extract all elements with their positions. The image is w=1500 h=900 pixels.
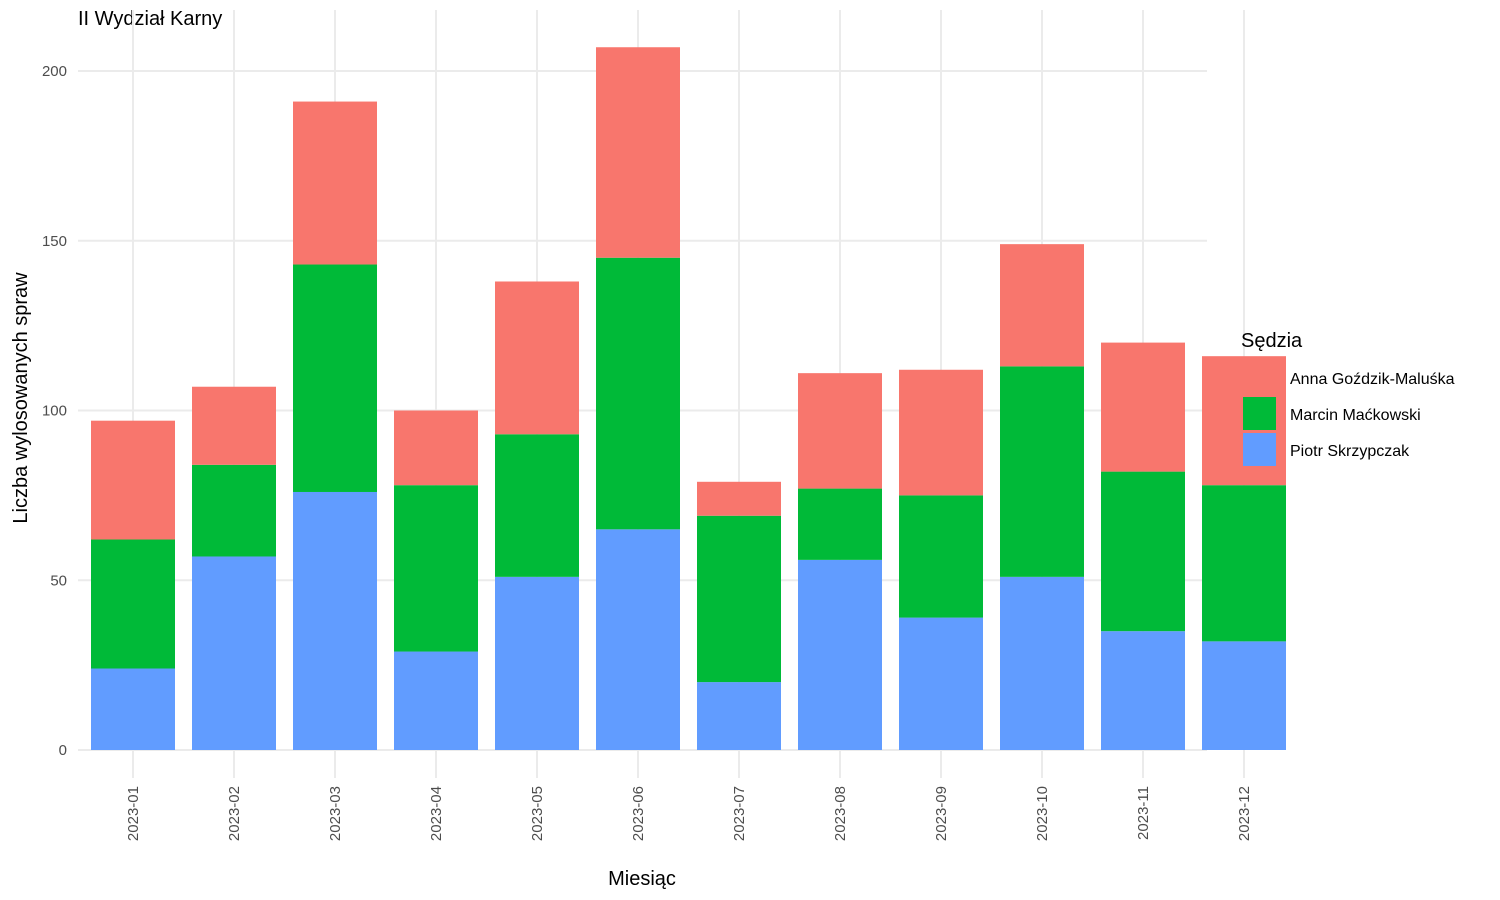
x-tick-label: 2023-02 (226, 786, 243, 841)
bar-segment (798, 559, 882, 750)
legend-swatch (1243, 433, 1276, 466)
bar-segment (394, 485, 478, 652)
bar-segment (1202, 641, 1286, 750)
legend-swatch (1243, 361, 1276, 394)
bar-segment (1000, 576, 1084, 750)
x-tick-label: 2023-11 (1135, 786, 1152, 840)
y-tick-label: 200 (42, 63, 67, 80)
bar-segment (697, 515, 781, 683)
bar-segment (91, 539, 175, 669)
x-tick-label: 2023-10 (1034, 786, 1051, 841)
x-tick-label: 2023-12 (1236, 786, 1253, 841)
x-tick-label: 2023-01 (125, 786, 142, 841)
bar-segment (495, 576, 579, 750)
y-tick-label: 150 (42, 233, 67, 250)
bar-segment (192, 556, 276, 750)
y-tick-label: 100 (42, 403, 67, 420)
x-tick-label: 2023-07 (731, 786, 748, 841)
bar-segment (899, 369, 983, 496)
bar-segment (1000, 366, 1084, 577)
bar-segment (697, 682, 781, 750)
x-axis-label: Miesiąc (608, 868, 676, 890)
x-tick-label: 2023-06 (630, 786, 647, 841)
bar-segment (192, 386, 276, 465)
bar-segment (394, 410, 478, 486)
bar-segment (192, 464, 276, 557)
legend-label: Piotr Skrzypczak (1290, 443, 1410, 460)
bar-segment (394, 651, 478, 750)
bar-segment (1101, 342, 1185, 472)
legend-swatch (1243, 397, 1276, 430)
bar-segment (596, 257, 680, 530)
bar-segment (1101, 471, 1185, 632)
x-axis-ticks: 2023-01 2023-02 2023-03 2023-04 2023-05 2023-… (125, 786, 1253, 841)
bar-segment (899, 495, 983, 618)
x-tick-label: 2023-08 (832, 786, 849, 841)
y-axis-ticks: 0 50 100 150 200 (42, 63, 67, 759)
x-tick-label: 2023-04 (428, 786, 445, 841)
legend-label: Anna Goździk-Maluśka (1290, 371, 1455, 388)
bar-segment (495, 281, 579, 435)
bar-segment (293, 264, 377, 492)
bar-segment (91, 420, 175, 540)
x-tick-label: 2023-05 (529, 786, 546, 841)
bar-segment (596, 47, 680, 258)
bar-segment (293, 101, 377, 265)
y-tick-label: 0 (59, 742, 67, 759)
x-tick-label: 2023-03 (327, 786, 344, 841)
chart-title: II Wydział Karny (78, 8, 223, 30)
bar-segment (798, 488, 882, 560)
bar-segment (1202, 485, 1286, 642)
y-tick-label: 50 (50, 572, 67, 589)
bar-segment (293, 491, 377, 750)
bar-segment (697, 481, 781, 516)
legend-title: Sędzia (1241, 330, 1303, 352)
bar-segment (899, 617, 983, 750)
x-tick-label: 2023-09 (933, 786, 950, 841)
bars (91, 47, 1286, 750)
bar-segment (1101, 631, 1185, 750)
legend-label: Marcin Maćkowski (1290, 407, 1421, 424)
bar-segment (596, 529, 680, 750)
y-axis-label: Liczba wylosowanych spraw (10, 272, 32, 524)
bar-segment (91, 668, 175, 750)
bar-segment (495, 434, 579, 577)
bar-segment (1000, 244, 1084, 367)
legend: Sędzia Anna Goździk-Maluśka Marcin Maćkow… (1241, 330, 1455, 466)
bar-segment (798, 373, 882, 489)
